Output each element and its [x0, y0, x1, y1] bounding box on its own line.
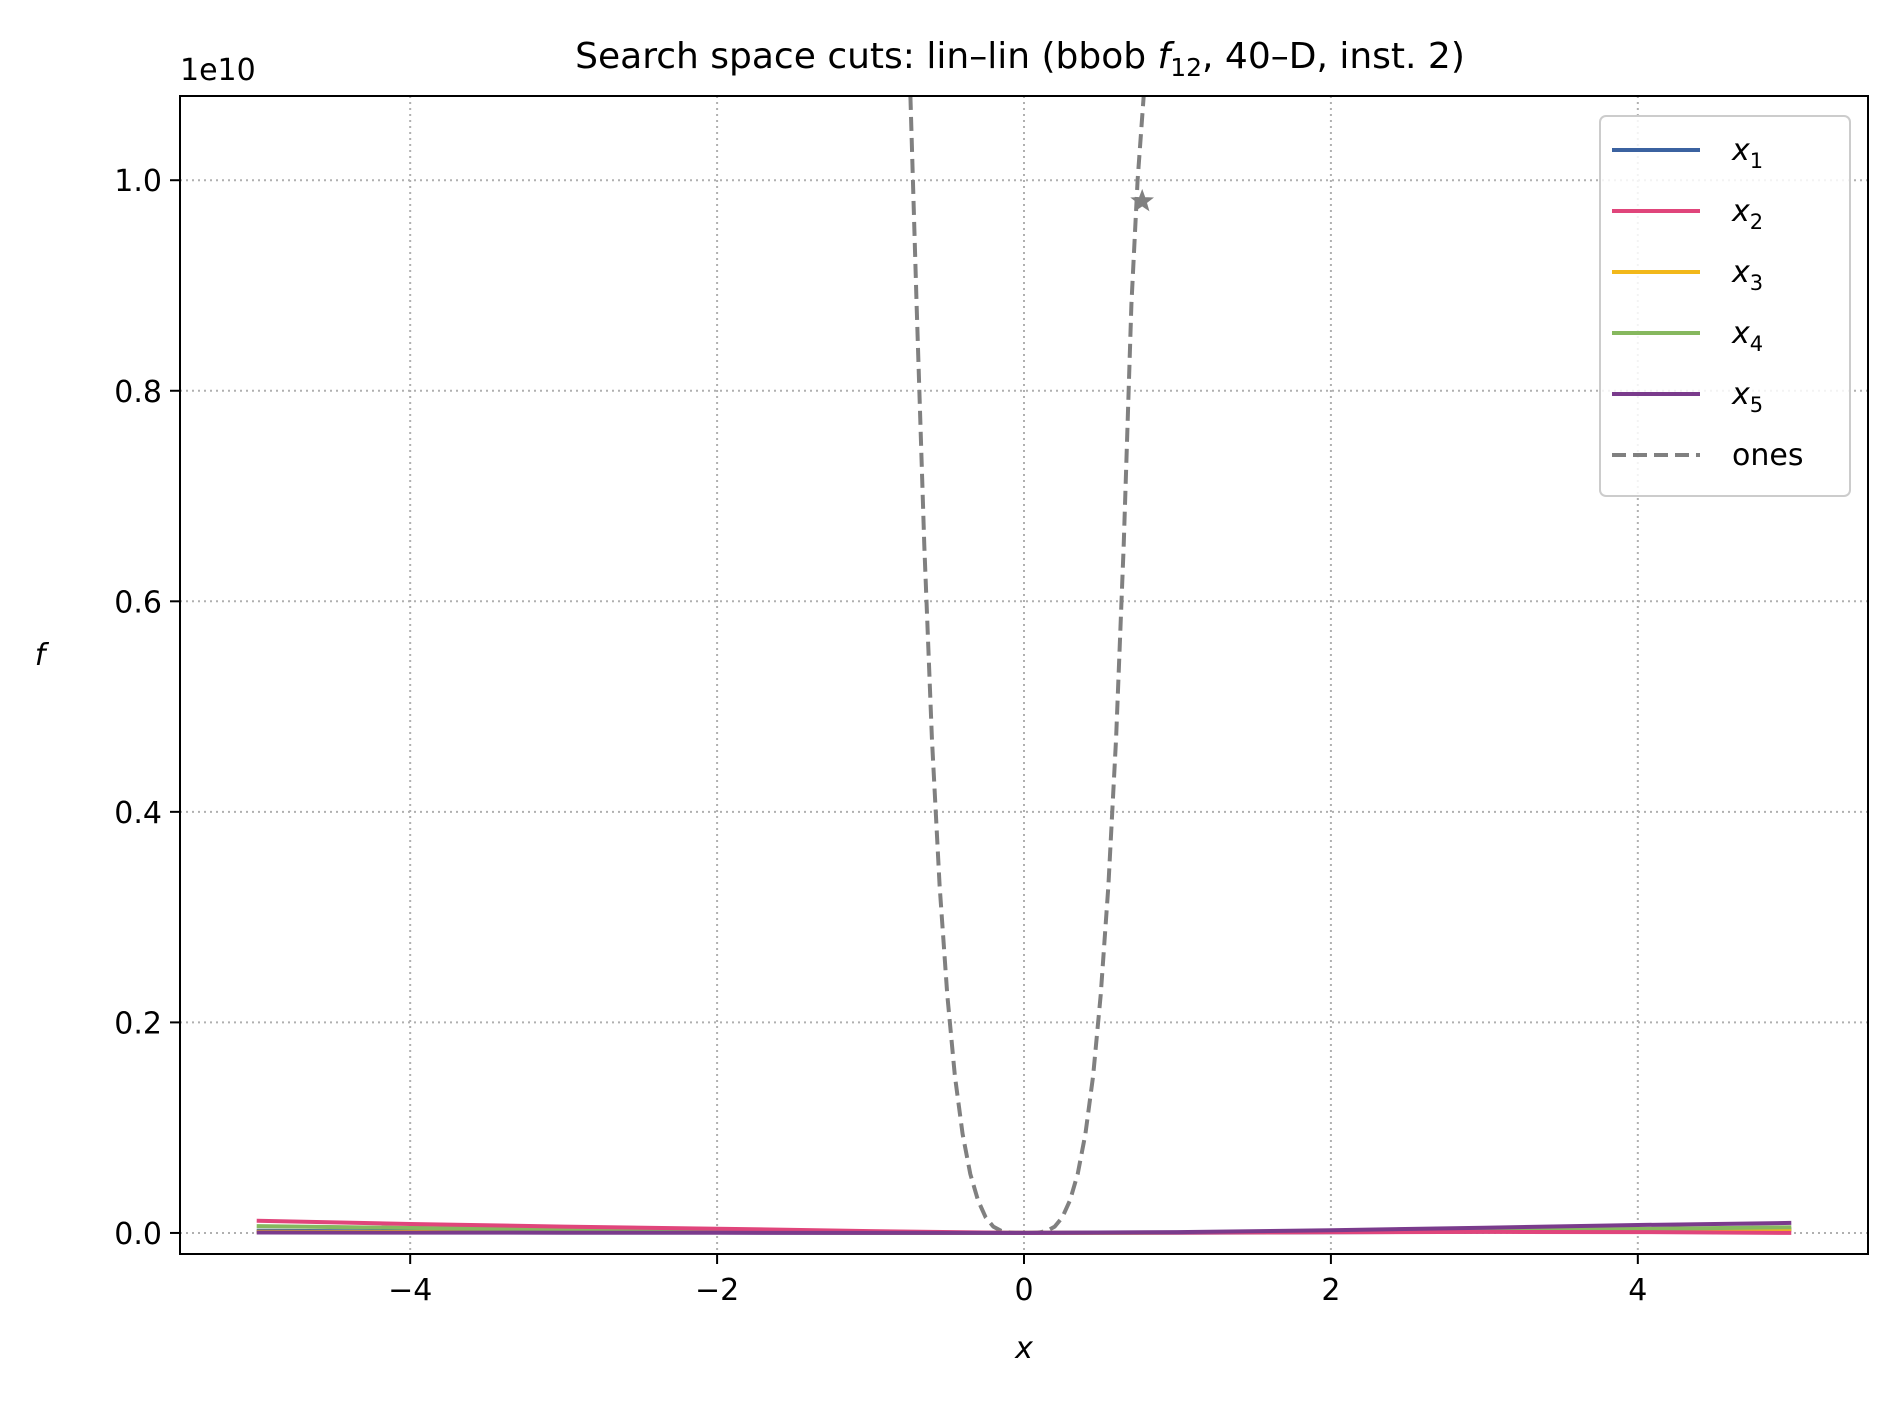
x-axis-ticks: −4 −2 0 2 4	[388, 1254, 1647, 1308]
y-tick-label: 0.6	[114, 585, 162, 620]
series-lines	[256, 96, 1792, 1235]
x-axis-label: x	[1014, 1331, 1033, 1366]
y-tick-label: 0.4	[114, 796, 162, 831]
legend-label: x1	[1731, 133, 1763, 173]
x-tick-label: −2	[695, 1273, 739, 1308]
legend-label: ones	[1732, 438, 1803, 473]
y-tick-label: 1.0	[114, 164, 162, 199]
legend-label: x4	[1731, 316, 1763, 356]
x-tick-label: 4	[1628, 1273, 1647, 1308]
y-tick-label: 0.8	[114, 375, 162, 410]
y-tick-label: 0.2	[114, 1006, 162, 1041]
y-tick-label: 0.0	[114, 1217, 162, 1252]
chart-title: Search space cuts: lin–lin (bbob f12, 40…	[575, 36, 1465, 82]
series-line-x5	[256, 1220, 1792, 1235]
y-offset-label: 1e10	[180, 53, 256, 88]
x-tick-label: 0	[1014, 1273, 1033, 1308]
x-tick-label: −4	[388, 1273, 432, 1308]
series-line-ones	[908, 96, 1146, 1235]
legend: x1 x2 x3 x4 x5 ones	[1599, 115, 1851, 497]
legend-label: x5	[1731, 377, 1763, 417]
star-marker	[1130, 188, 1154, 212]
x-tick-label: 2	[1321, 1273, 1340, 1308]
y-axis-ticks: 0.0 0.2 0.4 0.6 0.8 1.0	[114, 164, 180, 1252]
legend-label: x3	[1731, 255, 1763, 295]
legend-frame	[1599, 115, 1851, 497]
markers	[1130, 188, 1154, 212]
legend-label: x2	[1731, 194, 1763, 234]
